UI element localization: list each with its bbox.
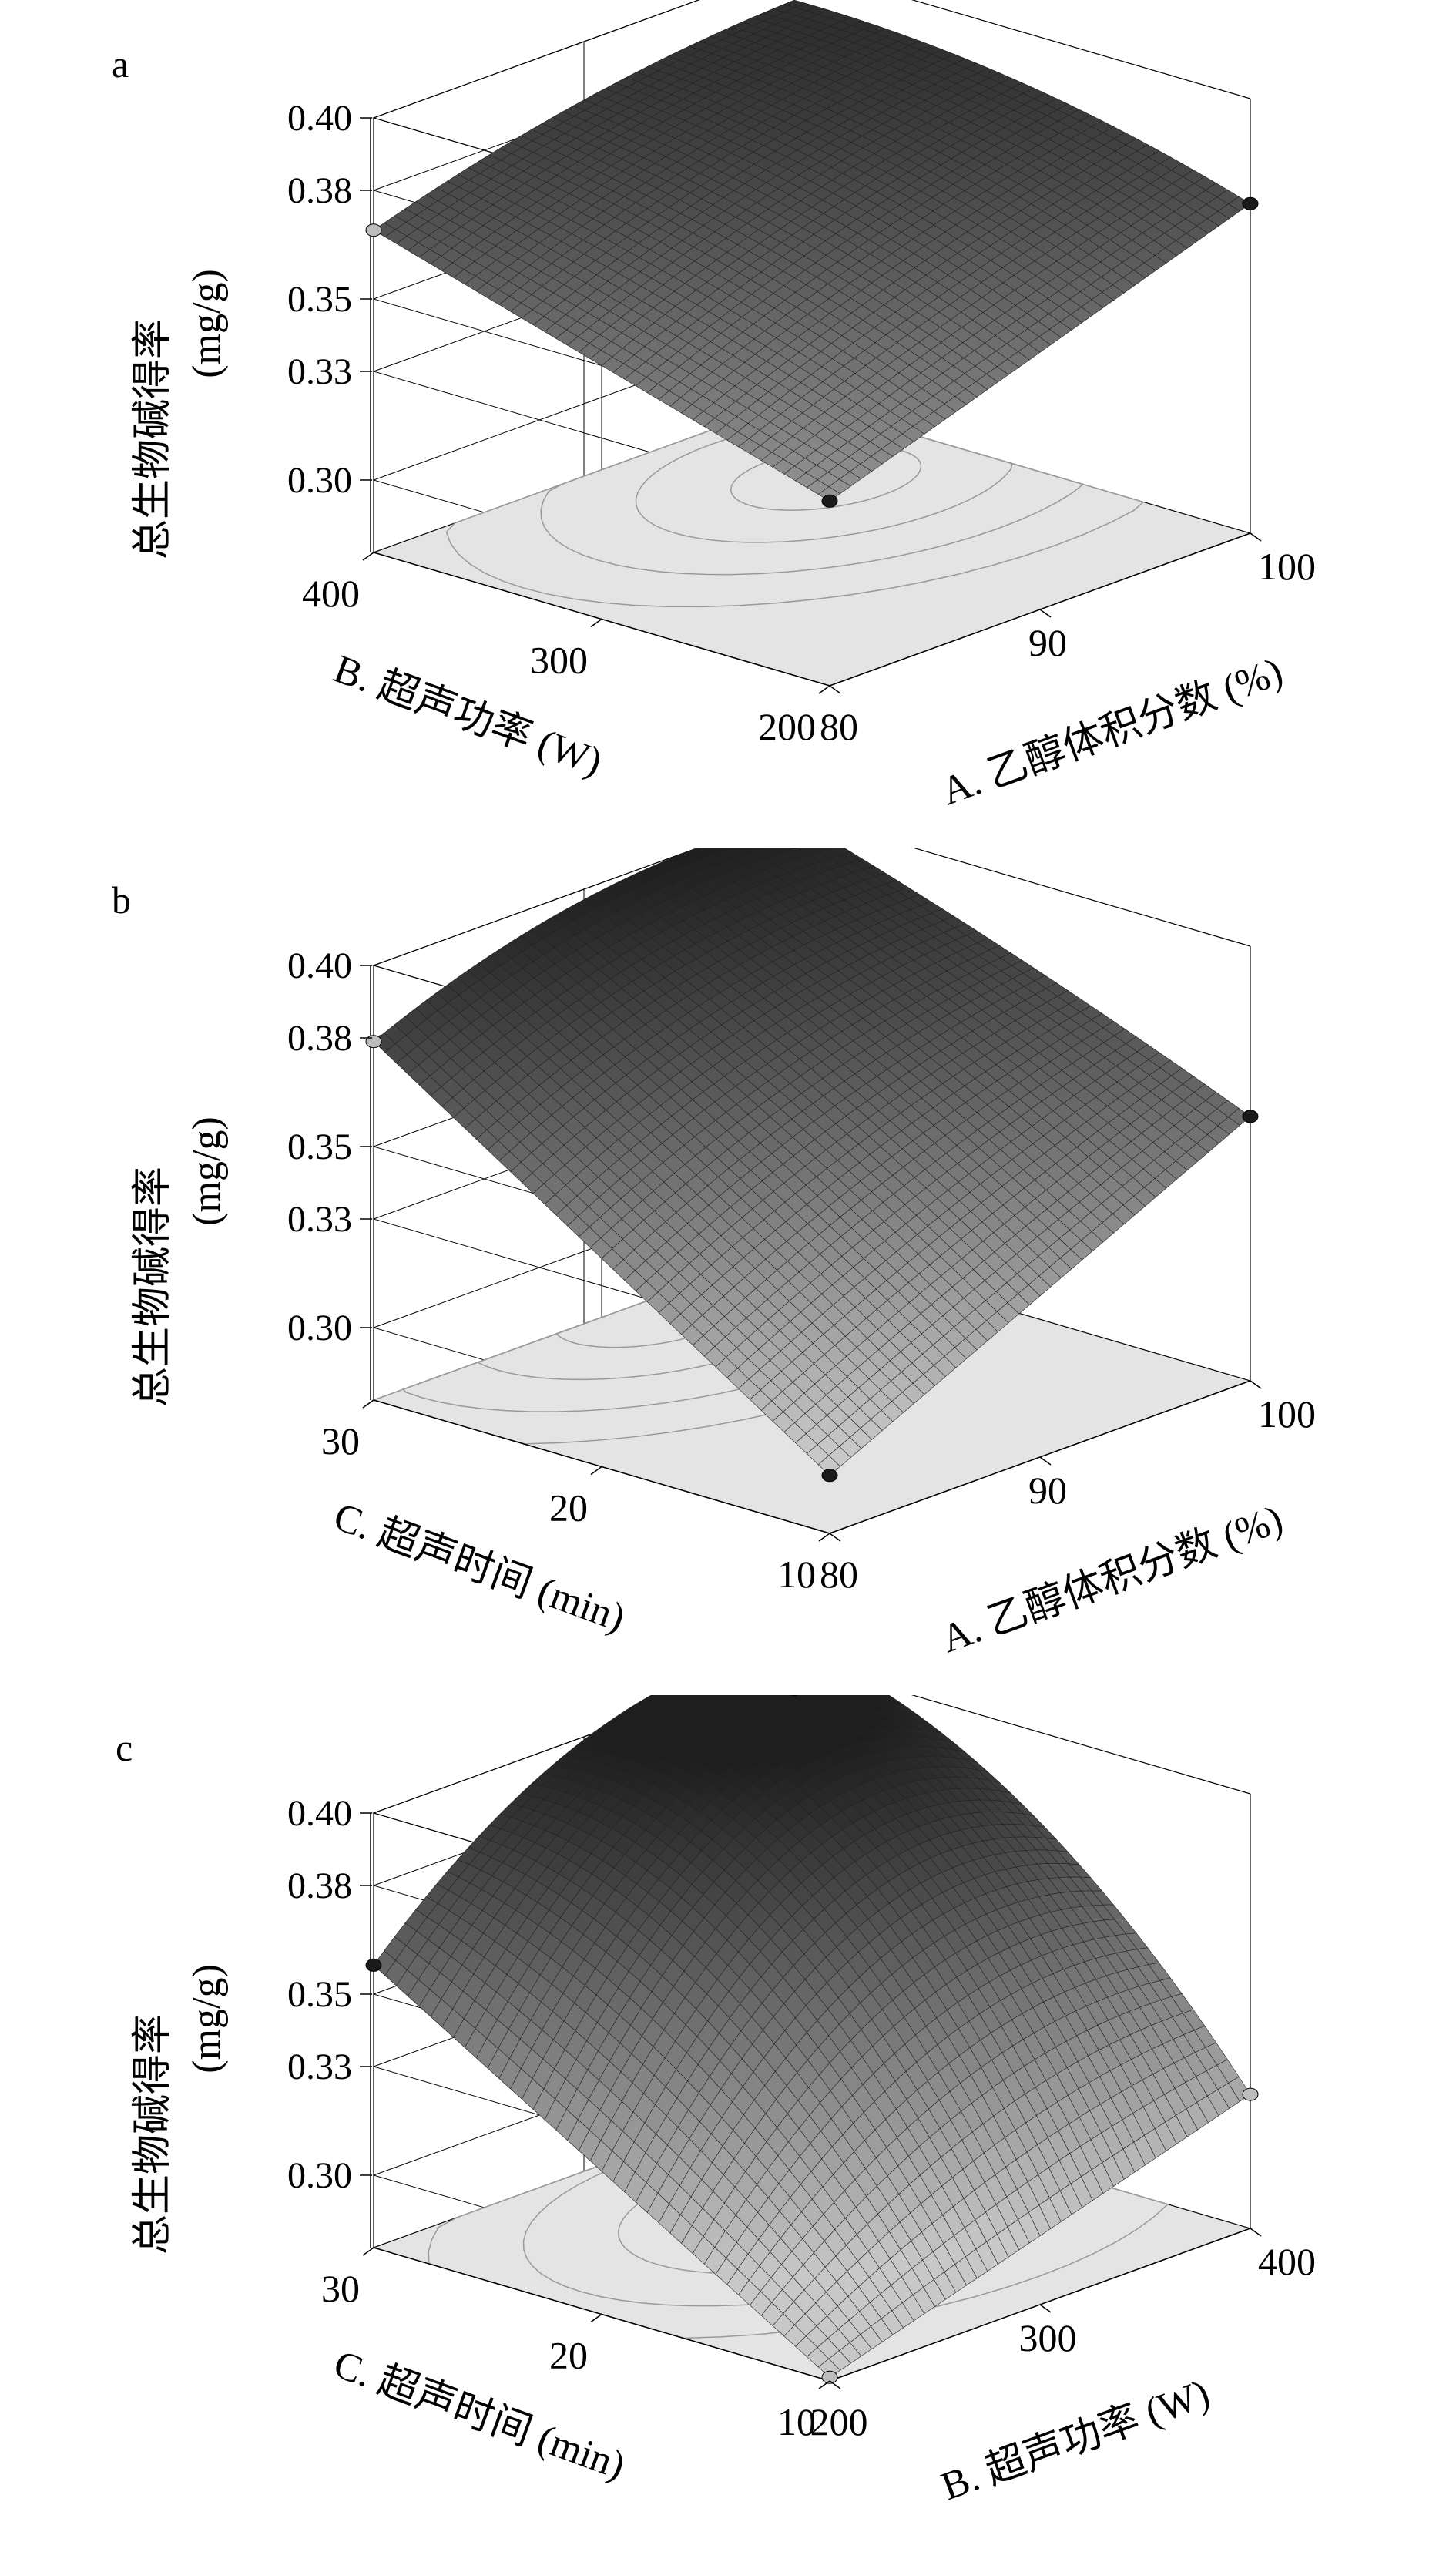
design-points — [365, 1695, 1259, 2384]
design-point — [1242, 2087, 1259, 2101]
z-axis-label: 总生物碱得率 — [131, 1167, 175, 1407]
left-tick-mark — [590, 1466, 602, 1476]
right-tick-mark — [829, 2380, 841, 2389]
surface-chart-c: c 0.40 0.38 0.35 0.33 0.30 200 300 400 1… — [116, 1695, 1316, 2510]
design-point — [365, 1958, 382, 1972]
left-tick-mark — [362, 2247, 374, 2256]
axis-ticks — [360, 965, 1262, 1542]
z-tick-label: 0.35 — [287, 1127, 352, 1167]
design-point — [1242, 196, 1259, 210]
z-tick-label: 0.35 — [287, 1974, 352, 2015]
right-tick-mark — [1039, 609, 1052, 618]
design-point — [821, 1469, 838, 1483]
left-tick-mark — [590, 618, 602, 628]
z-axis-unit: (mg/g) — [185, 269, 229, 378]
design-point — [365, 1035, 382, 1049]
design-point — [1242, 1110, 1259, 1123]
right-axis-tick: 90 — [1028, 1469, 1067, 1512]
right-tick-mark — [829, 685, 841, 694]
surface-panel-c: c 0.40 0.38 0.35 0.33 0.30 200 300 400 1… — [0, 1695, 1456, 2543]
right-axis-label: A. 乙醇体积分数 (%) — [936, 650, 1289, 814]
right-axis-tick: 100 — [1258, 1392, 1316, 1436]
design-point — [790, 1695, 799, 1697]
z-tick-label: 0.38 — [287, 1865, 352, 1906]
left-axis-tick: 300 — [530, 639, 588, 682]
left-axis-tick: 10 — [777, 1553, 816, 1596]
axis-ticks — [360, 117, 1262, 694]
right-axis-label: A. 乙醇体积分数 (%) — [936, 1497, 1289, 1661]
left-axis-tick: 10 — [777, 2400, 816, 2443]
left-axis-tick: 30 — [321, 1419, 360, 1462]
z-tick-label: 0.30 — [287, 460, 352, 501]
left-tick-mark — [362, 1399, 374, 1409]
right-axis-tick: 90 — [1028, 621, 1067, 664]
design-point — [821, 494, 838, 508]
surface-chart-a: a 0.40 0.38 0.35 0.33 0.30 80 90 100 200… — [112, 0, 1316, 814]
right-tick-mark — [1250, 532, 1262, 542]
left-tick-mark — [590, 2313, 602, 2323]
left-axis-tick: 30 — [321, 2267, 360, 2310]
surface-panel-b: b 0.40 0.38 0.35 0.33 0.30 80 90 100 10 … — [0, 848, 1456, 1695]
right-tick-mark — [829, 1533, 841, 1542]
right-tick-mark — [1039, 1456, 1052, 1466]
surface-cell — [740, 1695, 753, 1698]
right-tick-mark — [1039, 2304, 1052, 2313]
z-tick-label: 0.40 — [287, 945, 352, 986]
left-tick-mark — [818, 2380, 830, 2389]
panel-letter: a — [112, 42, 129, 86]
z-axis-unit: (mg/g) — [185, 1116, 229, 1226]
z-tick-label: 0.30 — [287, 1308, 352, 1348]
z-axis-label: 总生物碱得率 — [131, 319, 175, 559]
left-axis-tick: 200 — [758, 705, 816, 748]
right-tick-mark — [1250, 2228, 1262, 2237]
right-axis-tick: 80 — [820, 705, 858, 748]
z-tick-label: 0.38 — [287, 170, 352, 211]
z-tick-label: 0.35 — [287, 279, 352, 320]
panel-letter: c — [116, 1726, 133, 1769]
design-points — [365, 196, 1259, 508]
left-tick-mark — [818, 685, 830, 694]
left-axis-tick: 400 — [302, 572, 360, 615]
z-axis-unit: (mg/g) — [185, 1964, 229, 2074]
left-axis-tick: 20 — [549, 2334, 588, 2377]
left-tick-mark — [818, 1533, 830, 1542]
z-tick-label: 0.40 — [287, 1793, 352, 1834]
response-surface — [373, 0, 1251, 502]
surface-panel-a: a 0.40 0.38 0.35 0.33 0.30 80 90 100 200… — [0, 0, 1456, 848]
z-tick-label: 0.38 — [287, 1018, 352, 1059]
left-axis-tick: 20 — [549, 1486, 588, 1530]
right-tick-mark — [1250, 1380, 1262, 1389]
z-tick-label: 0.33 — [287, 351, 352, 392]
left-tick-mark — [362, 552, 374, 561]
right-axis-tick: 200 — [810, 2400, 868, 2443]
axis-ticks — [360, 1812, 1262, 2389]
design-point — [365, 223, 382, 237]
design-point — [821, 2370, 838, 2384]
right-axis-label: B. 超声功率 (W) — [936, 2372, 1216, 2510]
right-axis-tick: 80 — [820, 1553, 858, 1596]
right-axis-tick: 400 — [1258, 2240, 1316, 2283]
right-axis-tick: 100 — [1258, 545, 1316, 588]
z-tick-label: 0.33 — [287, 2047, 352, 2087]
response-surface — [373, 1695, 1251, 2378]
z-axis-label: 总生物碱得率 — [131, 2014, 175, 2255]
z-tick-label: 0.40 — [287, 98, 352, 139]
surface-chart-b: b 0.40 0.38 0.35 0.33 0.30 80 90 100 10 … — [112, 848, 1316, 1661]
z-tick-label: 0.30 — [287, 2155, 352, 2196]
z-tick-label: 0.33 — [287, 1199, 352, 1240]
panel-letter: b — [112, 878, 131, 922]
right-axis-tick: 300 — [1019, 2316, 1077, 2359]
response-surface — [373, 848, 1251, 1476]
